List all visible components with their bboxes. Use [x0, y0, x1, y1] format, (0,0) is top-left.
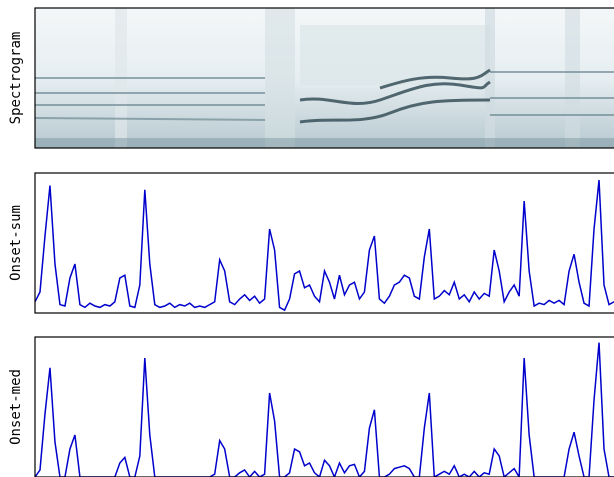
- y-axis-label: Spectrogram: [8, 32, 24, 125]
- panel-frame: [34, 7, 614, 149]
- y-axis-label: Onset-med: [8, 369, 24, 445]
- panel-frame: [34, 336, 614, 477]
- onset-line: [34, 342, 614, 477]
- panel-frame: [34, 172, 614, 314]
- onset-line: [34, 179, 614, 312]
- spectrogram-image: [35, 8, 614, 148]
- y-axis-label: Onset-sum: [8, 205, 24, 281]
